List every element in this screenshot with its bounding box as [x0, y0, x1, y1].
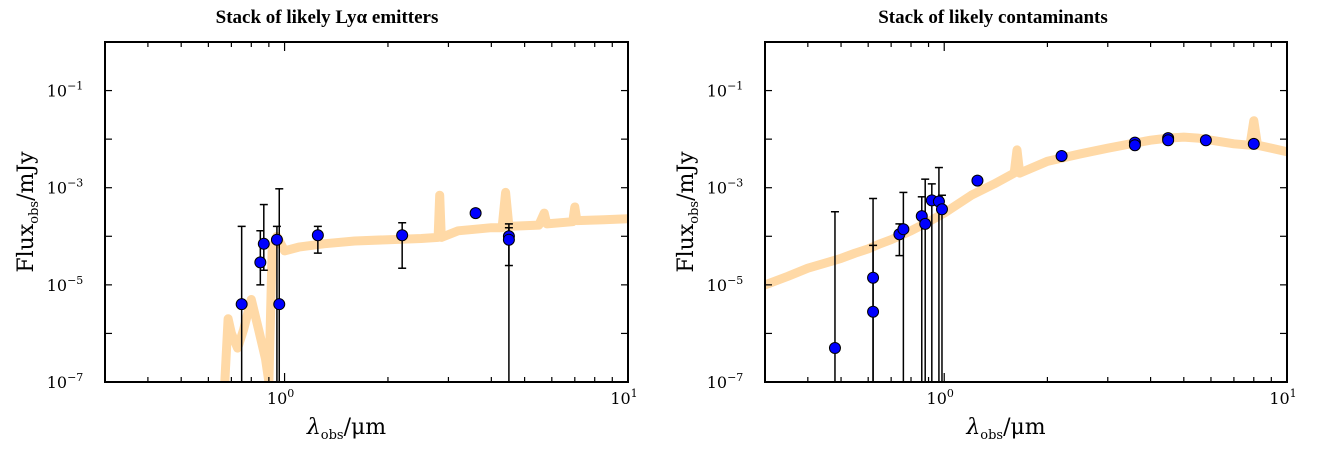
x-tick-label: 101 — [610, 387, 637, 408]
y-tick-label: 10−7 — [47, 371, 84, 392]
data-point — [1055, 149, 1068, 162]
data-point — [828, 342, 841, 355]
data-point — [919, 217, 932, 230]
x-tick-label: 100 — [927, 387, 954, 408]
x-axis-label: λobs/μm — [965, 415, 1045, 443]
data-point — [502, 233, 515, 246]
axes-frame — [764, 41, 1288, 383]
y-tick-label: 10−3 — [47, 177, 84, 198]
y-tick-label: 10−7 — [707, 371, 744, 392]
data-point — [469, 207, 482, 220]
x-tick-label: 100 — [267, 387, 294, 408]
x-axis-label: λobs/μm — [306, 415, 386, 443]
chart-title: Stack of likely contaminants — [878, 7, 1108, 28]
y-tick-label: 10−5 — [47, 274, 84, 295]
x-tick-label: 101 — [1269, 387, 1296, 408]
data-point — [867, 305, 880, 318]
model-sed-band — [220, 187, 628, 382]
y-axis-label: Fluxobs/mJy — [674, 151, 702, 273]
data-point — [935, 203, 948, 216]
y-tick-label: 10−3 — [707, 177, 744, 198]
data-point — [257, 237, 270, 250]
axes-frame — [104, 41, 629, 383]
data-point — [971, 174, 984, 187]
y-tick-label: 10−1 — [47, 80, 84, 101]
y-tick-label: 10−1 — [707, 80, 744, 101]
data-point — [396, 229, 409, 242]
y-tick-label: 10−5 — [707, 274, 744, 295]
data-point — [1128, 139, 1141, 152]
data-point — [311, 229, 324, 242]
chart-panel-1: Stack of likely Lyα emitters 100 101 10−7 10… — [14, 7, 638, 443]
y-axis-label: Fluxobs/mJy — [14, 151, 42, 273]
data-point — [867, 271, 880, 284]
chart-title: Stack of likely Lyα emitters — [216, 7, 439, 28]
data-point — [273, 298, 286, 311]
data-point — [235, 298, 248, 311]
model-sed-band — [765, 116, 1287, 290]
data-point — [897, 223, 910, 236]
data-point — [1199, 134, 1212, 147]
data-point — [270, 233, 283, 246]
data-point — [254, 256, 267, 269]
chart-panel-2: Stack of likely contaminants 100 101 10−7 10… — [674, 7, 1297, 443]
data-point — [1162, 134, 1175, 147]
data-point — [1247, 137, 1260, 150]
